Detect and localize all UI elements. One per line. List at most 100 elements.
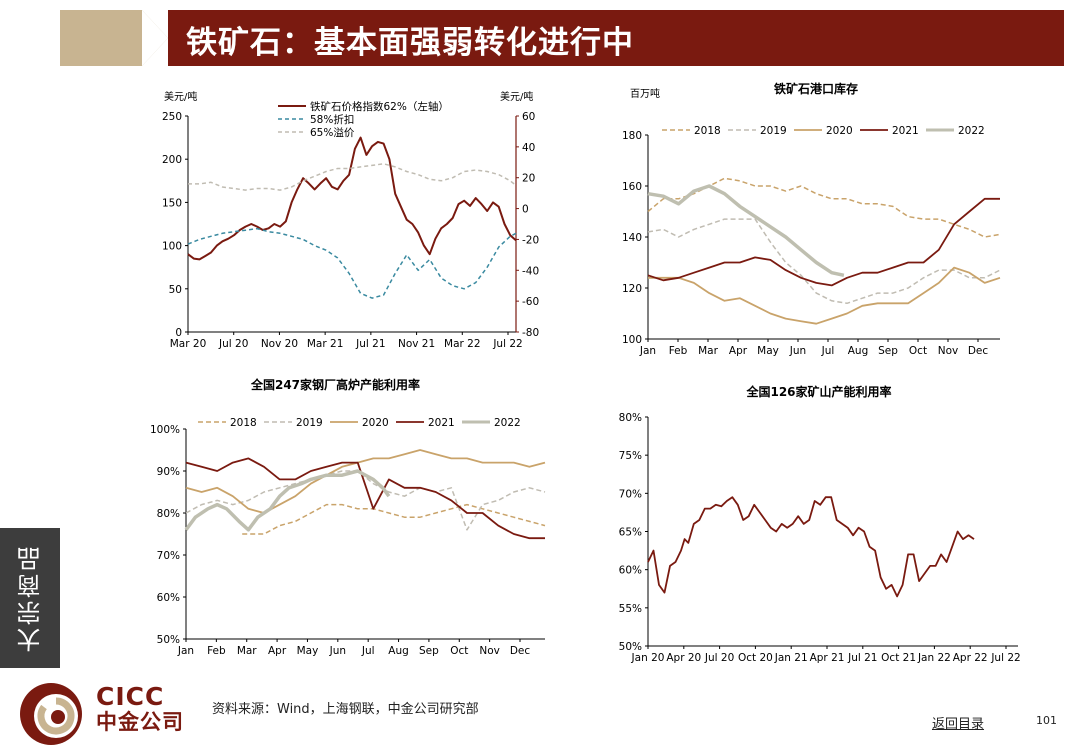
y2-tick-label: 0 xyxy=(522,204,529,216)
x-tick-label: Jan 20 xyxy=(631,652,665,664)
x-tick-label: Jul 22 xyxy=(492,338,522,350)
back-to-contents-link[interactable]: 返回目录 xyxy=(932,717,985,732)
cicc-logo-icon xyxy=(20,683,82,745)
y-tick-label: 65% xyxy=(619,527,642,539)
title-banner: 铁矿石：基本面强弱转化进行中 xyxy=(142,10,1064,66)
series-line-2021 xyxy=(647,197,1000,287)
series-line-58%折扣 xyxy=(187,227,517,299)
y2-tick-label: 60 xyxy=(522,111,535,123)
x-tick-label: Aug xyxy=(848,345,869,357)
y-tick-label: 140 xyxy=(622,232,642,244)
chart-mine-utilization: 全国126家矿山产能利用率 50% 55% 60% 65% 70% 75% 80% Jan 20… xyxy=(619,384,1021,664)
y-tick-label: 250 xyxy=(162,111,182,123)
y-tick-label: 180 xyxy=(622,130,642,142)
chart-title: 全国126家矿山产能利用率 xyxy=(745,384,891,399)
sidebar-text: 大宗商品 xyxy=(16,544,45,652)
x-tick-label: Nov 21 xyxy=(398,338,435,350)
y-tick-label: 55% xyxy=(619,603,642,615)
x-tick-label: Nov xyxy=(479,645,500,657)
x-tick-label: Jul 21 xyxy=(847,652,877,664)
x-tick-label: Mar 20 xyxy=(170,338,207,350)
y-tick-label: 200 xyxy=(162,154,182,166)
legend-label: 2019 xyxy=(296,417,323,429)
series-line-2021 xyxy=(185,457,545,540)
x-tick-label: Jan xyxy=(177,645,194,657)
logo-en: CICC xyxy=(96,682,165,711)
x-tick-label: Apr 20 xyxy=(666,652,701,664)
y-tick-label: 80% xyxy=(619,412,642,424)
x-tick-label: Jul 20 xyxy=(218,338,248,350)
series-line-2020 xyxy=(185,449,546,514)
legend-label: 2018 xyxy=(694,125,721,137)
left-axis-unit-label: 美元/吨 xyxy=(164,90,197,103)
x-tick-label: Jan xyxy=(639,345,656,357)
y-tick-label: 160 xyxy=(622,181,642,193)
x-tick-label: Dec xyxy=(968,345,989,357)
x-tick-label: Apr xyxy=(268,645,287,657)
y2-tick-label: 40 xyxy=(522,142,535,154)
y2-tick-label: -20 xyxy=(522,234,539,246)
y-tick-label: 100 xyxy=(622,334,642,346)
x-tick-label: Oct xyxy=(909,345,927,357)
axis-unit-label: 百万吨 xyxy=(630,87,660,100)
x-tick-label: Jul 22 xyxy=(990,652,1020,664)
y2-tick-label: -60 xyxy=(522,296,539,308)
x-tick-label: Jul 20 xyxy=(704,652,734,664)
series-line-铁矿石价格指数62%（左轴） xyxy=(187,136,517,261)
y-tick-label: 70% xyxy=(157,550,180,562)
x-tick-label: Jul 21 xyxy=(355,338,385,350)
x-tick-label: Jul xyxy=(361,645,375,657)
x-tick-label: Jun xyxy=(789,345,806,357)
y-tick-label: 100% xyxy=(150,424,180,436)
x-tick-label: Jan 21 xyxy=(774,652,808,664)
legend-label: 2020 xyxy=(826,125,853,137)
legend-label: 2021 xyxy=(428,417,455,429)
x-tick-label: Feb xyxy=(207,645,226,657)
x-tick-label: Jan 22 xyxy=(917,652,951,664)
series-line-2018 xyxy=(242,503,546,535)
legend-label: 铁矿石价格指数62%（左轴） xyxy=(310,100,449,113)
legend-label: 2019 xyxy=(760,125,787,137)
x-tick-label: Jun xyxy=(329,645,346,657)
chart-port-inventory: 铁矿石港口库存 百万吨 100 120 140 160 180 Jan Feb Mar Apr May… xyxy=(622,81,1001,357)
x-tick-label: Aug xyxy=(388,645,409,657)
x-tick-label: Oct xyxy=(450,645,468,657)
legend-label: 2018 xyxy=(230,417,257,429)
page-number: 101 xyxy=(1036,714,1057,727)
y2-tick-label: -80 xyxy=(522,327,539,339)
y-tick-label: 100 xyxy=(162,241,182,253)
y2-tick-label: -40 xyxy=(522,265,539,277)
y-tick-label: 120 xyxy=(622,283,642,295)
y-tick-label: 75% xyxy=(619,450,642,462)
logo-text: CICC 中金公司 xyxy=(96,682,184,735)
chart-title: 铁矿石港口库存 xyxy=(774,81,858,96)
x-tick-label: Apr 21 xyxy=(810,652,845,664)
series-line-2019 xyxy=(185,470,546,531)
legend-label: 58%折扣 xyxy=(310,113,354,126)
logo-cn: 中金公司 xyxy=(96,710,184,734)
right-axis-unit-label: 美元/吨 xyxy=(500,90,533,103)
y-tick-label: 90% xyxy=(157,466,180,478)
y-tick-label: 50% xyxy=(619,641,642,653)
x-tick-label: Oct 20 xyxy=(738,652,773,664)
x-tick-label: Mar xyxy=(698,345,718,357)
x-tick-label: Sep xyxy=(419,645,439,657)
series-line-65%溢价 xyxy=(188,163,517,191)
chart-title: 全国247家钢厂高炉产能利用率 xyxy=(250,377,420,392)
x-tick-label: Dec xyxy=(510,645,531,657)
x-tick-label: Apr 22 xyxy=(953,652,988,664)
y-tick-label: 60% xyxy=(619,565,642,577)
y-tick-label: 0 xyxy=(175,327,182,339)
x-tick-label: May xyxy=(297,645,319,657)
legend-label: 2021 xyxy=(892,125,919,137)
x-tick-label: Mar xyxy=(237,645,257,657)
legend-label: 2022 xyxy=(958,125,985,137)
x-tick-label: Oct 21 xyxy=(881,652,916,664)
series-line-2020 xyxy=(648,266,1001,325)
x-tick-label: Apr xyxy=(729,345,748,357)
sidebar-section-label: 大宗商品 xyxy=(0,528,60,668)
y-tick-label: 80% xyxy=(157,508,180,520)
y-tick-label: 50% xyxy=(157,634,180,646)
legend-label: 65%溢价 xyxy=(310,126,355,139)
y-tick-label: 50 xyxy=(169,284,182,296)
